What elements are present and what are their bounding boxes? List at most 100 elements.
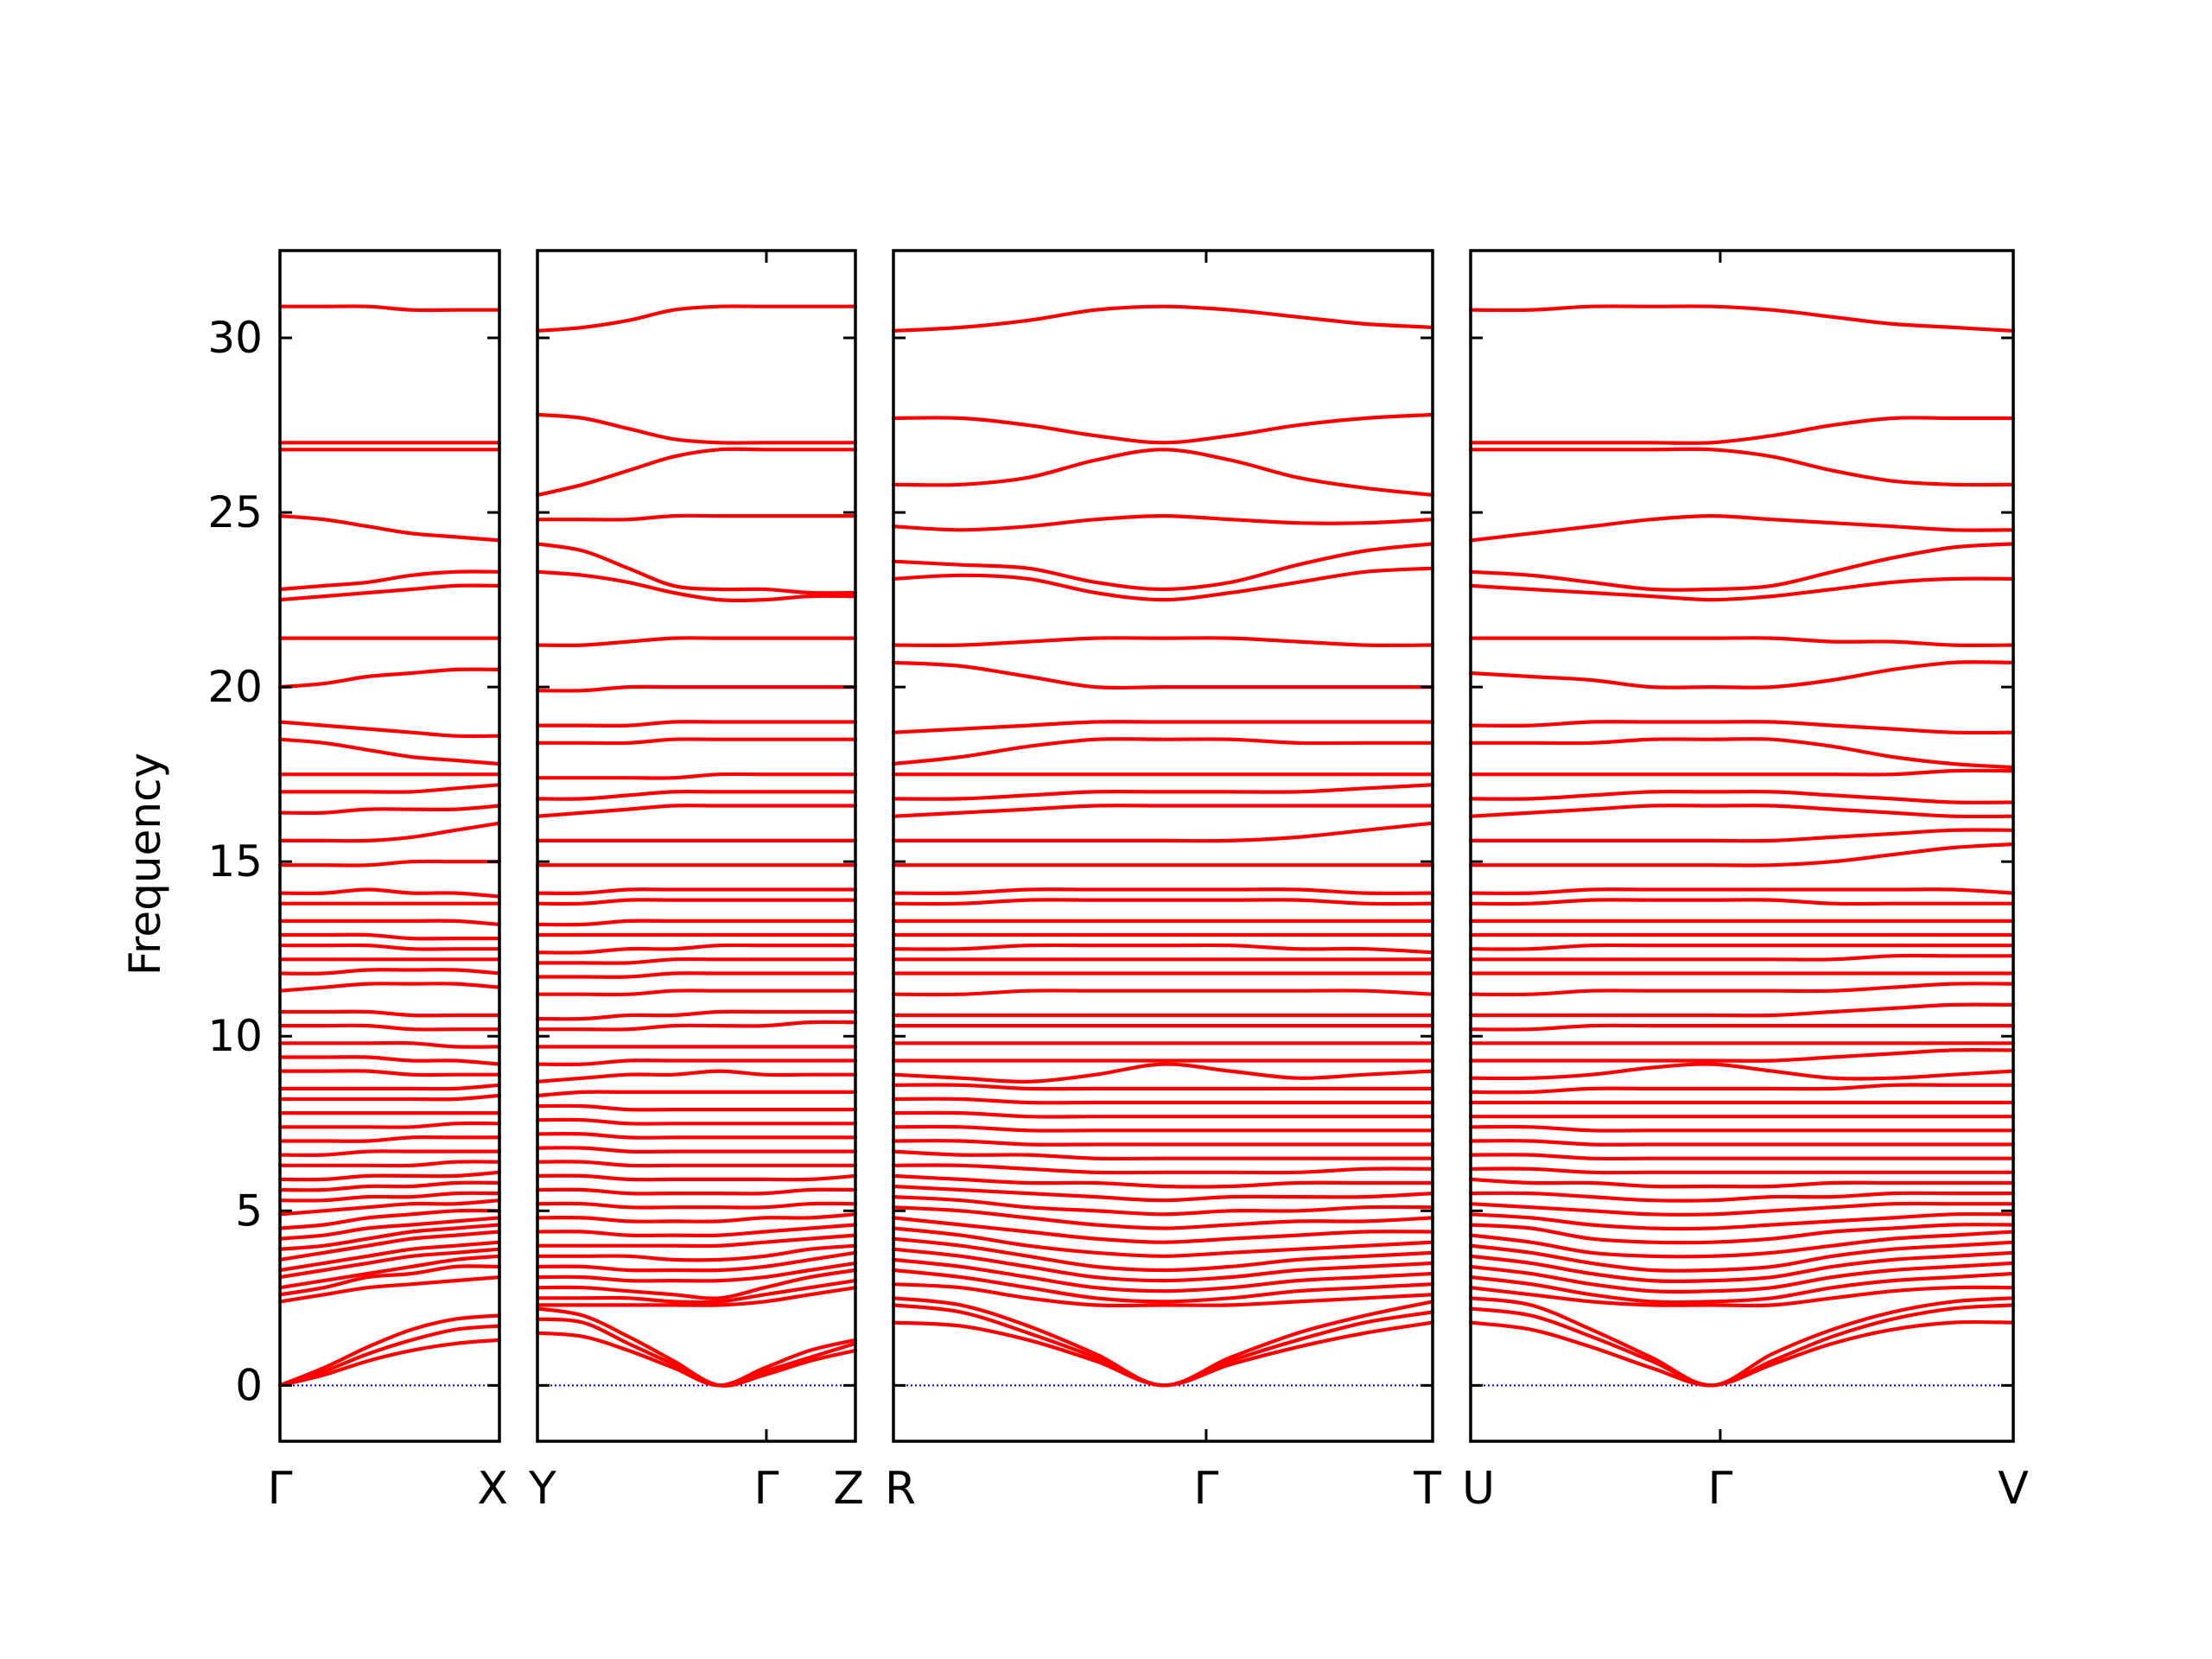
band-line-25 [277, 1055, 502, 1066]
band-line-18 [1468, 1124, 2016, 1133]
band-line-48 [277, 514, 502, 543]
band-line-29 [1468, 953, 2016, 962]
band-line-11 [891, 1205, 1435, 1230]
band-line-1 [891, 1320, 1435, 1388]
band-line-10 [891, 1216, 1435, 1244]
band-line-47 [891, 448, 1435, 497]
band-line-22 [1468, 1062, 2016, 1081]
band-line-49 [1468, 304, 2016, 333]
band-line-9 [277, 1230, 502, 1262]
band-line-40 [891, 737, 1435, 766]
band-line-39 [535, 772, 858, 780]
band-line-18 [891, 1124, 1435, 1133]
band-line-16 [277, 1170, 502, 1182]
band-line-44 [535, 569, 858, 602]
band-line-19 [891, 1110, 1435, 1119]
panel-frame [892, 249, 1434, 1443]
band-line-37 [1468, 804, 2016, 819]
band-line-7 [535, 1261, 858, 1283]
band-line-42 [1468, 660, 2016, 690]
band-line-38 [1468, 789, 2016, 804]
panel-frame [1469, 249, 2015, 1443]
band-line-23 [277, 1083, 502, 1091]
band-line-48 [1468, 416, 2016, 445]
band-lines [535, 304, 858, 1388]
band-line-13 [277, 1198, 502, 1217]
band-line-26 [277, 1040, 502, 1049]
band-line-5 [535, 1279, 858, 1305]
y-tick-label: 0 [235, 1360, 263, 1410]
kpoint-label: Γ [268, 1463, 293, 1515]
band-line-3 [535, 1306, 858, 1388]
band-line-30 [277, 968, 502, 976]
band-line-49 [891, 304, 1435, 333]
band-line-32 [277, 943, 502, 951]
band-line-33 [891, 898, 1435, 906]
band-line-27 [891, 988, 1435, 997]
band-line-34 [535, 887, 858, 895]
band-line-37 [277, 859, 502, 868]
y-tick-label: 5 [235, 1185, 263, 1236]
band-line-15 [535, 1173, 858, 1182]
band-line-5 [891, 1268, 1435, 1304]
band-line-27 [535, 988, 858, 997]
band-lines [1468, 304, 2016, 1388]
band-line-7 [891, 1247, 1435, 1283]
band-line-17 [1468, 1139, 2016, 1147]
band-line-16 [535, 1160, 858, 1168]
band-line-41 [1468, 720, 2016, 735]
band-line-44 [891, 566, 1435, 602]
band-line-17 [891, 1139, 1435, 1147]
y-axis: 0 5 10 15 20 25 30 [207, 313, 263, 1410]
kpoint-label: Γ [753, 1463, 779, 1515]
band-line-38 [891, 783, 1435, 801]
band-line-46 [891, 514, 1435, 532]
band-line-4 [277, 1275, 502, 1304]
band-line-33 [277, 932, 502, 941]
band-line-14 [535, 1187, 858, 1196]
band-line-3 [277, 1338, 502, 1388]
band-line-8 [535, 1250, 858, 1273]
band-line-6 [277, 1254, 502, 1290]
band-line-30 [535, 943, 858, 955]
kpoint-label: Γ [1193, 1463, 1218, 1515]
band-line-7 [1468, 1250, 2016, 1284]
band-line-45 [535, 542, 858, 595]
band-line-22 [891, 1062, 1435, 1084]
band-line-20 [891, 1096, 1435, 1105]
band-line-12 [535, 1212, 858, 1224]
band-line-27 [277, 1023, 502, 1032]
band-line-46 [535, 513, 858, 522]
band-line-42 [535, 684, 858, 693]
band-line-2 [1468, 1303, 2016, 1388]
kpoint-label: Γ [1707, 1463, 1732, 1515]
band-line-14 [277, 1191, 502, 1203]
band-line-47 [277, 569, 502, 592]
band-line-6 [891, 1257, 1435, 1294]
band-line-8 [277, 1240, 502, 1273]
band-line-43 [891, 636, 1435, 648]
band-line-21 [535, 1090, 858, 1097]
y-tick-label: 25 [207, 487, 263, 537]
y-tick-label: 15 [207, 836, 263, 887]
band-line-13 [891, 1184, 1435, 1203]
panel-frame [278, 249, 501, 1443]
band-line-51 [277, 304, 502, 313]
band-line-3 [891, 1296, 1435, 1388]
kpoint-label: Y [528, 1463, 556, 1515]
band-line-43 [1468, 636, 2016, 648]
band-line-42 [277, 737, 502, 766]
band-line-11 [277, 1216, 502, 1241]
band-line-28 [277, 1009, 502, 1018]
band-line-17 [535, 1146, 858, 1154]
band-line-34 [277, 918, 502, 926]
band-line-10 [1468, 1223, 2016, 1245]
band-line-12 [891, 1195, 1435, 1217]
band-line-4 [1468, 1285, 2016, 1308]
band-line-44 [1468, 576, 2016, 602]
panel-frame [536, 249, 857, 1443]
band-line-45 [1468, 542, 2016, 592]
